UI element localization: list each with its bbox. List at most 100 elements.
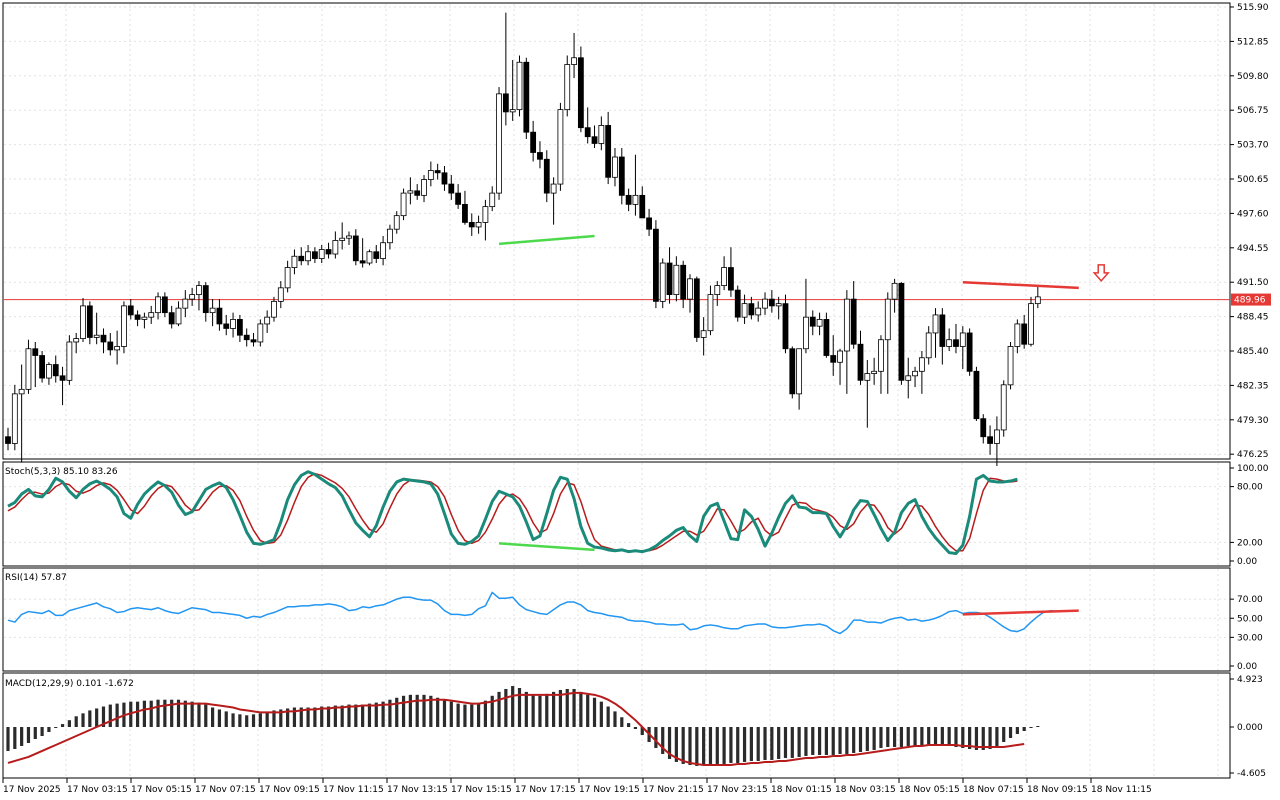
macd-histogram-bar [95,708,99,727]
macd-histogram-bar [790,727,794,758]
price-panel[interactable]: 515.90 512.85 509.80 506.75 503.70 500.65 497.… [2,2,1271,467]
candle-body [250,339,257,343]
macd-histogram-bar [272,710,276,727]
macd-histogram-bar [797,727,801,757]
macd-histogram-bar [845,727,849,754]
macd-histogram-bar [381,701,385,727]
candle-body [803,316,809,350]
macd-histogram-bar [531,694,535,727]
candle-body [257,323,264,343]
candle-body [209,307,216,314]
stoch-panel[interactable]: 100.00 80.00 20.00 0.00 [2,461,1269,567]
candle-body [884,298,891,341]
macd-histogram-bar [490,695,494,727]
candle-body [73,338,80,343]
candle-body [155,296,161,314]
candle-body [612,156,618,178]
candle-body [352,235,359,262]
macd-histogram-bar [211,707,215,727]
candle-body [496,93,502,194]
macd-histogram-bar [88,710,92,727]
macd-histogram-bar [224,711,228,727]
y-tick-label: 482.35 [1237,381,1269,391]
y-tick-label: 485.40 [1237,347,1269,357]
panel-frame [2,567,1231,672]
candle-body [509,109,516,113]
candle-body [782,303,789,350]
panel-frame [2,672,1231,779]
candle-body [1007,346,1014,386]
macd-histogram-bar [674,727,678,762]
macd-histogram-bar [54,727,58,728]
candle-body [959,332,966,347]
candle-body [182,298,189,309]
candle-body [427,170,434,180]
candle-body [530,131,537,153]
x-tick-label: 17 Nov 03:15 [67,785,128,795]
macd-histogram-bar [217,709,222,727]
candle-body [230,319,236,329]
candle-body [591,136,598,144]
rsi-panel[interactable]: 70.00 50.00 30.00 0.00 [2,567,1263,672]
candle-body [1021,323,1028,345]
candle-body [918,357,925,372]
candle-body [830,355,837,363]
candle-body [93,334,100,338]
macd-histogram-bar [1029,727,1033,728]
candle-body [728,267,734,291]
y-tick-label: 0.00 [1237,557,1257,567]
candle-body [482,206,489,223]
macd-histogram-bar [579,691,583,727]
macd-histogram-bar [101,706,106,727]
macd-histogram-bar [429,695,433,727]
x-tick-label: 17 Nov 09:15 [259,785,320,795]
macd-histogram-bar [170,699,174,727]
macd-histogram-bar [974,727,979,750]
macd-histogram-bar [702,727,706,765]
candle-body [721,267,727,286]
candle-body [796,348,803,395]
macd-histogram-bar [886,727,890,747]
candle-body [475,222,482,228]
candle-body [687,278,693,300]
candle-body [134,314,141,320]
macd-histogram-bar [538,695,542,727]
candle-body [414,190,421,196]
candle-body [673,264,680,296]
candle-body [332,240,339,255]
candle-body [271,300,277,318]
candle-body [1000,384,1007,431]
macd-panel[interactable]: 4.923 0.000 -4.605 [2,672,1266,779]
macd-histogram-bar [442,699,447,727]
macd-histogram-bar [872,727,876,750]
y-tick-label: 0.000 [1237,723,1263,733]
x-tick-label: 17 Nov 23:15 [707,785,768,795]
macd-histogram-bar [756,727,760,761]
y-tick-label: -4.605 [1237,769,1266,779]
macd-histogram-bar [620,717,624,727]
y-tick-label: 479.30 [1237,416,1269,426]
macd-histogram-bar [265,712,269,727]
candle-body [339,237,346,241]
candle-body [5,436,11,444]
candle-body [462,203,468,223]
macd-histogram-bar [899,727,904,747]
macd-histogram-bar [511,686,515,727]
macd-histogram-bar [708,727,713,764]
candle-body [325,249,332,255]
candle-body [878,339,884,372]
candle-body [1034,296,1041,305]
candle-body [987,436,993,444]
macd-histogram-bar [470,704,474,727]
macd-histogram-bar [722,727,726,764]
macd-histogram-bar [204,704,208,727]
macd-histogram-bar [852,727,856,753]
candle-body [305,251,311,262]
x-tick-label: 17 Nov 2025 [3,785,61,795]
candle-body [121,305,127,347]
macd-histogram-bar [763,727,767,760]
candle-body [755,307,762,316]
candle-body [407,190,414,194]
y-tick-label: 491.50 [1237,278,1269,288]
